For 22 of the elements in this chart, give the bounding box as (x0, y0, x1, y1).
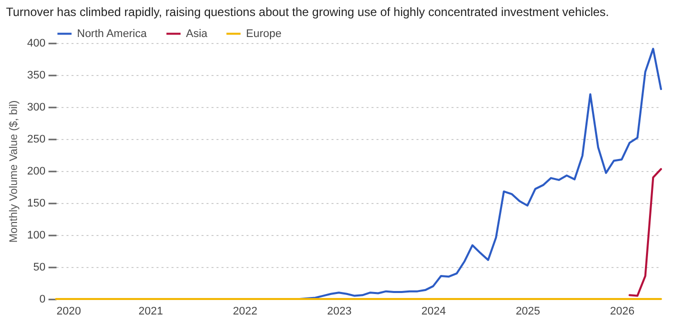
y-tick-label: 300 (27, 102, 46, 114)
x-tick-label: 2020 (56, 306, 81, 318)
x-tick-label: 2024 (421, 306, 446, 318)
y-tick-label: 50 (33, 262, 46, 274)
x-tick-label: 2021 (138, 306, 164, 318)
y-tick-label: 200 (27, 166, 46, 178)
chart-title: Turnover has climbed rapidly, raising questions about the growing use of highly concentrated investment vehicles. (6, 5, 609, 19)
x-tick-label: 2026 (610, 306, 634, 318)
y-axis-title: Monthly Volume Value ($, bil) (8, 100, 20, 243)
legend-label: North America (77, 28, 148, 40)
y-tick-label: 250 (27, 134, 46, 146)
y-tick-label: 350 (27, 70, 46, 82)
x-tick-label: 2025 (516, 306, 540, 318)
legend-label: Europe (246, 28, 282, 40)
x-tick-label: 2023 (327, 306, 352, 318)
y-tick-label: 150 (27, 198, 46, 210)
legend-label: Asia (186, 28, 208, 40)
y-tick-label: 400 (27, 38, 46, 50)
y-tick-label: 100 (27, 230, 46, 242)
x-tick-label: 2022 (232, 306, 258, 318)
y-tick-label: 0 (39, 294, 46, 306)
line-series (628, 168, 662, 297)
